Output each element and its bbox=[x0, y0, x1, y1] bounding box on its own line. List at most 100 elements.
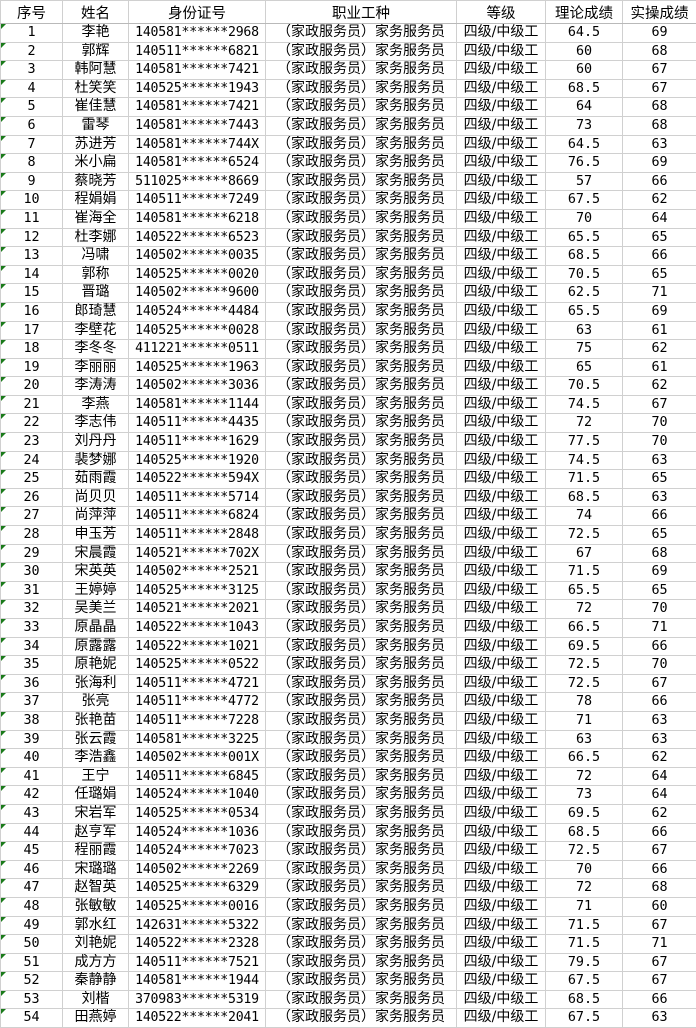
cell-level[interactable]: 四级/中级工 bbox=[457, 619, 546, 638]
cell-practice-score[interactable]: 62 bbox=[623, 340, 696, 359]
cell-id-number[interactable]: 140502******001X bbox=[129, 749, 266, 768]
cell-seq[interactable]: 8 bbox=[1, 154, 63, 173]
cell-seq[interactable]: 34 bbox=[1, 637, 63, 656]
cell-seq[interactable]: 33 bbox=[1, 619, 63, 638]
cell-id-number[interactable]: 140511******6824 bbox=[129, 507, 266, 526]
cell-name[interactable]: 崔海全 bbox=[63, 209, 129, 228]
cell-job[interactable]: （家政服务员）家务服务员 bbox=[266, 488, 457, 507]
cell-seq[interactable]: 2 bbox=[1, 42, 63, 61]
cell-name[interactable]: 苏进芳 bbox=[63, 135, 129, 154]
cell-seq[interactable]: 54 bbox=[1, 1009, 63, 1028]
cell-job[interactable]: （家政服务员）家务服务员 bbox=[266, 61, 457, 80]
cell-name[interactable]: 茹雨霞 bbox=[63, 470, 129, 489]
column-header-job[interactable]: 职业工种 bbox=[266, 1, 457, 24]
cell-id-number[interactable]: 511025******8669 bbox=[129, 172, 266, 191]
cell-level[interactable]: 四级/中级工 bbox=[457, 470, 546, 489]
cell-id-number[interactable]: 140502******0035 bbox=[129, 247, 266, 266]
cell-level[interactable]: 四级/中级工 bbox=[457, 340, 546, 359]
cell-practice-score[interactable]: 68 bbox=[623, 544, 696, 563]
cell-job[interactable]: （家政服务员）家务服务员 bbox=[266, 693, 457, 712]
cell-practice-score[interactable]: 65 bbox=[623, 470, 696, 489]
cell-theory-score[interactable]: 79.5 bbox=[546, 953, 623, 972]
cell-level[interactable]: 四级/中级工 bbox=[457, 358, 546, 377]
cell-job[interactable]: （家政服务员）家务服务员 bbox=[266, 619, 457, 638]
cell-seq[interactable]: 10 bbox=[1, 191, 63, 210]
cell-id-number[interactable]: 140521******2021 bbox=[129, 600, 266, 619]
cell-id-number[interactable]: 140524******4484 bbox=[129, 302, 266, 321]
cell-seq[interactable]: 16 bbox=[1, 302, 63, 321]
cell-id-number[interactable]: 140522******594X bbox=[129, 470, 266, 489]
cell-id-number[interactable]: 140525******0522 bbox=[129, 656, 266, 675]
cell-level[interactable]: 四级/中级工 bbox=[457, 600, 546, 619]
cell-practice-score[interactable]: 69 bbox=[623, 302, 696, 321]
cell-theory-score[interactable]: 70.5 bbox=[546, 377, 623, 396]
cell-seq[interactable]: 4 bbox=[1, 79, 63, 98]
cell-theory-score[interactable]: 65 bbox=[546, 358, 623, 377]
cell-theory-score[interactable]: 67.5 bbox=[546, 191, 623, 210]
cell-name[interactable]: 李丽丽 bbox=[63, 358, 129, 377]
cell-practice-score[interactable]: 68 bbox=[623, 879, 696, 898]
cell-seq[interactable]: 1 bbox=[1, 24, 63, 43]
cell-name[interactable]: 郎琦慧 bbox=[63, 302, 129, 321]
cell-job[interactable]: （家政服务员）家务服务员 bbox=[266, 804, 457, 823]
cell-job[interactable]: （家政服务员）家务服务员 bbox=[266, 414, 457, 433]
cell-theory-score[interactable]: 71.5 bbox=[546, 563, 623, 582]
cell-practice-score[interactable]: 67 bbox=[623, 395, 696, 414]
cell-practice-score[interactable]: 64 bbox=[623, 209, 696, 228]
cell-level[interactable]: 四级/中级工 bbox=[457, 451, 546, 470]
cell-level[interactable]: 四级/中级工 bbox=[457, 116, 546, 135]
cell-practice-score[interactable]: 65 bbox=[623, 228, 696, 247]
cell-level[interactable]: 四级/中级工 bbox=[457, 953, 546, 972]
cell-practice-score[interactable]: 63 bbox=[623, 135, 696, 154]
cell-id-number[interactable]: 140525******0020 bbox=[129, 265, 266, 284]
cell-practice-score[interactable]: 70 bbox=[623, 600, 696, 619]
cell-job[interactable]: （家政服务员）家务服务员 bbox=[266, 172, 457, 191]
cell-id-number[interactable]: 140522******1043 bbox=[129, 619, 266, 638]
cell-theory-score[interactable]: 68.5 bbox=[546, 488, 623, 507]
cell-id-number[interactable]: 370983******5319 bbox=[129, 990, 266, 1009]
cell-job[interactable]: （家政服务员）家务服务员 bbox=[266, 897, 457, 916]
cell-id-number[interactable]: 140581******1944 bbox=[129, 972, 266, 991]
cell-theory-score[interactable]: 68.5 bbox=[546, 79, 623, 98]
column-header-practice[interactable]: 实操成绩 bbox=[623, 1, 696, 24]
cell-level[interactable]: 四级/中级工 bbox=[457, 674, 546, 693]
cell-job[interactable]: （家政服务员）家务服务员 bbox=[266, 24, 457, 43]
cell-practice-score[interactable]: 64 bbox=[623, 786, 696, 805]
cell-id-number[interactable]: 140511******7228 bbox=[129, 711, 266, 730]
cell-job[interactable]: （家政服务员）家务服务员 bbox=[266, 451, 457, 470]
cell-level[interactable]: 四级/中级工 bbox=[457, 526, 546, 545]
cell-name[interactable]: 吴美兰 bbox=[63, 600, 129, 619]
cell-theory-score[interactable]: 60 bbox=[546, 42, 623, 61]
cell-theory-score[interactable]: 74.5 bbox=[546, 395, 623, 414]
cell-theory-score[interactable]: 69.5 bbox=[546, 804, 623, 823]
cell-id-number[interactable]: 140581******1144 bbox=[129, 395, 266, 414]
cell-practice-score[interactable]: 66 bbox=[623, 247, 696, 266]
cell-id-number[interactable]: 140581******6218 bbox=[129, 209, 266, 228]
cell-seq[interactable]: 52 bbox=[1, 972, 63, 991]
cell-name[interactable]: 成方方 bbox=[63, 953, 129, 972]
cell-level[interactable]: 四级/中级工 bbox=[457, 98, 546, 117]
cell-seq[interactable]: 48 bbox=[1, 897, 63, 916]
cell-name[interactable]: 郭辉 bbox=[63, 42, 129, 61]
cell-id-number[interactable]: 140522******2328 bbox=[129, 935, 266, 954]
cell-level[interactable]: 四级/中级工 bbox=[457, 154, 546, 173]
cell-level[interactable]: 四级/中级工 bbox=[457, 860, 546, 879]
cell-theory-score[interactable]: 72 bbox=[546, 414, 623, 433]
cell-id-number[interactable]: 140581******2968 bbox=[129, 24, 266, 43]
cell-seq[interactable]: 3 bbox=[1, 61, 63, 80]
cell-name[interactable]: 赵智英 bbox=[63, 879, 129, 898]
cell-job[interactable]: （家政服务员）家务服务员 bbox=[266, 116, 457, 135]
cell-job[interactable]: （家政服务员）家务服务员 bbox=[266, 470, 457, 489]
cell-theory-score[interactable]: 64.5 bbox=[546, 24, 623, 43]
